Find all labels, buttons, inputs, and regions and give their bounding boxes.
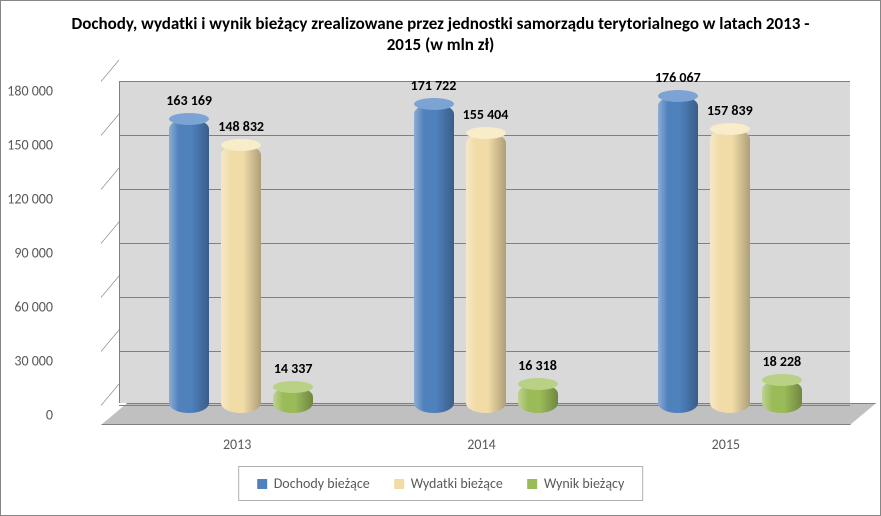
legend-label: Wydatki bieżące: [411, 475, 503, 492]
data-label: 14 337: [253, 360, 333, 377]
data-label: 18 228: [742, 353, 822, 370]
legend-swatch-icon: [527, 479, 537, 489]
data-label: 148 832: [201, 118, 281, 135]
y-axis-tick-label: 0: [46, 407, 53, 424]
plot-area: 030 00060 00090 000120 000150 000180 000…: [61, 81, 850, 425]
chart-container: Dochody, wydatki i wynik bieżący zrealiz…: [0, 0, 881, 516]
data-label: 155 404: [446, 106, 526, 123]
x-axis-tick-label: 2015: [712, 436, 740, 453]
data-labels: 163 169148 83214 337171 722155 40416 318…: [61, 81, 850, 421]
y-axis-tick-label: 90 000: [14, 245, 53, 262]
gridline-side: [101, 60, 119, 82]
y-axis-tick-label: 180 000: [7, 83, 53, 100]
legend-label: Dochody bieżące: [274, 475, 370, 492]
legend-swatch-icon: [257, 479, 267, 489]
legend: Dochody bieżące Wydatki bieżące Wynik bi…: [238, 466, 644, 501]
data-label: 176 067: [638, 69, 718, 86]
x-axis-tick-label: 2014: [467, 436, 495, 453]
legend-item-wydatki: Wydatki bieżące: [394, 475, 503, 492]
data-label: 171 722: [394, 77, 474, 94]
legend-item-dochody: Dochody bieżące: [257, 475, 370, 492]
data-label: 16 318: [498, 357, 578, 374]
legend-swatch-icon: [394, 479, 404, 489]
data-label: 163 169: [149, 92, 229, 109]
data-label: 157 839: [690, 102, 770, 119]
legend-item-wynik: Wynik bieżący: [527, 475, 624, 492]
y-axis-tick-label: 150 000: [7, 137, 53, 154]
x-axis-tick-label: 2013: [223, 436, 251, 453]
y-axis-tick-label: 30 000: [14, 353, 53, 370]
y-axis-tick-label: 120 000: [7, 191, 53, 208]
chart-title: Dochody, wydatki i wynik bieżący zrealiz…: [1, 1, 880, 60]
y-axis-tick-label: 60 000: [14, 299, 53, 316]
legend-label: Wynik bieżący: [544, 475, 624, 492]
